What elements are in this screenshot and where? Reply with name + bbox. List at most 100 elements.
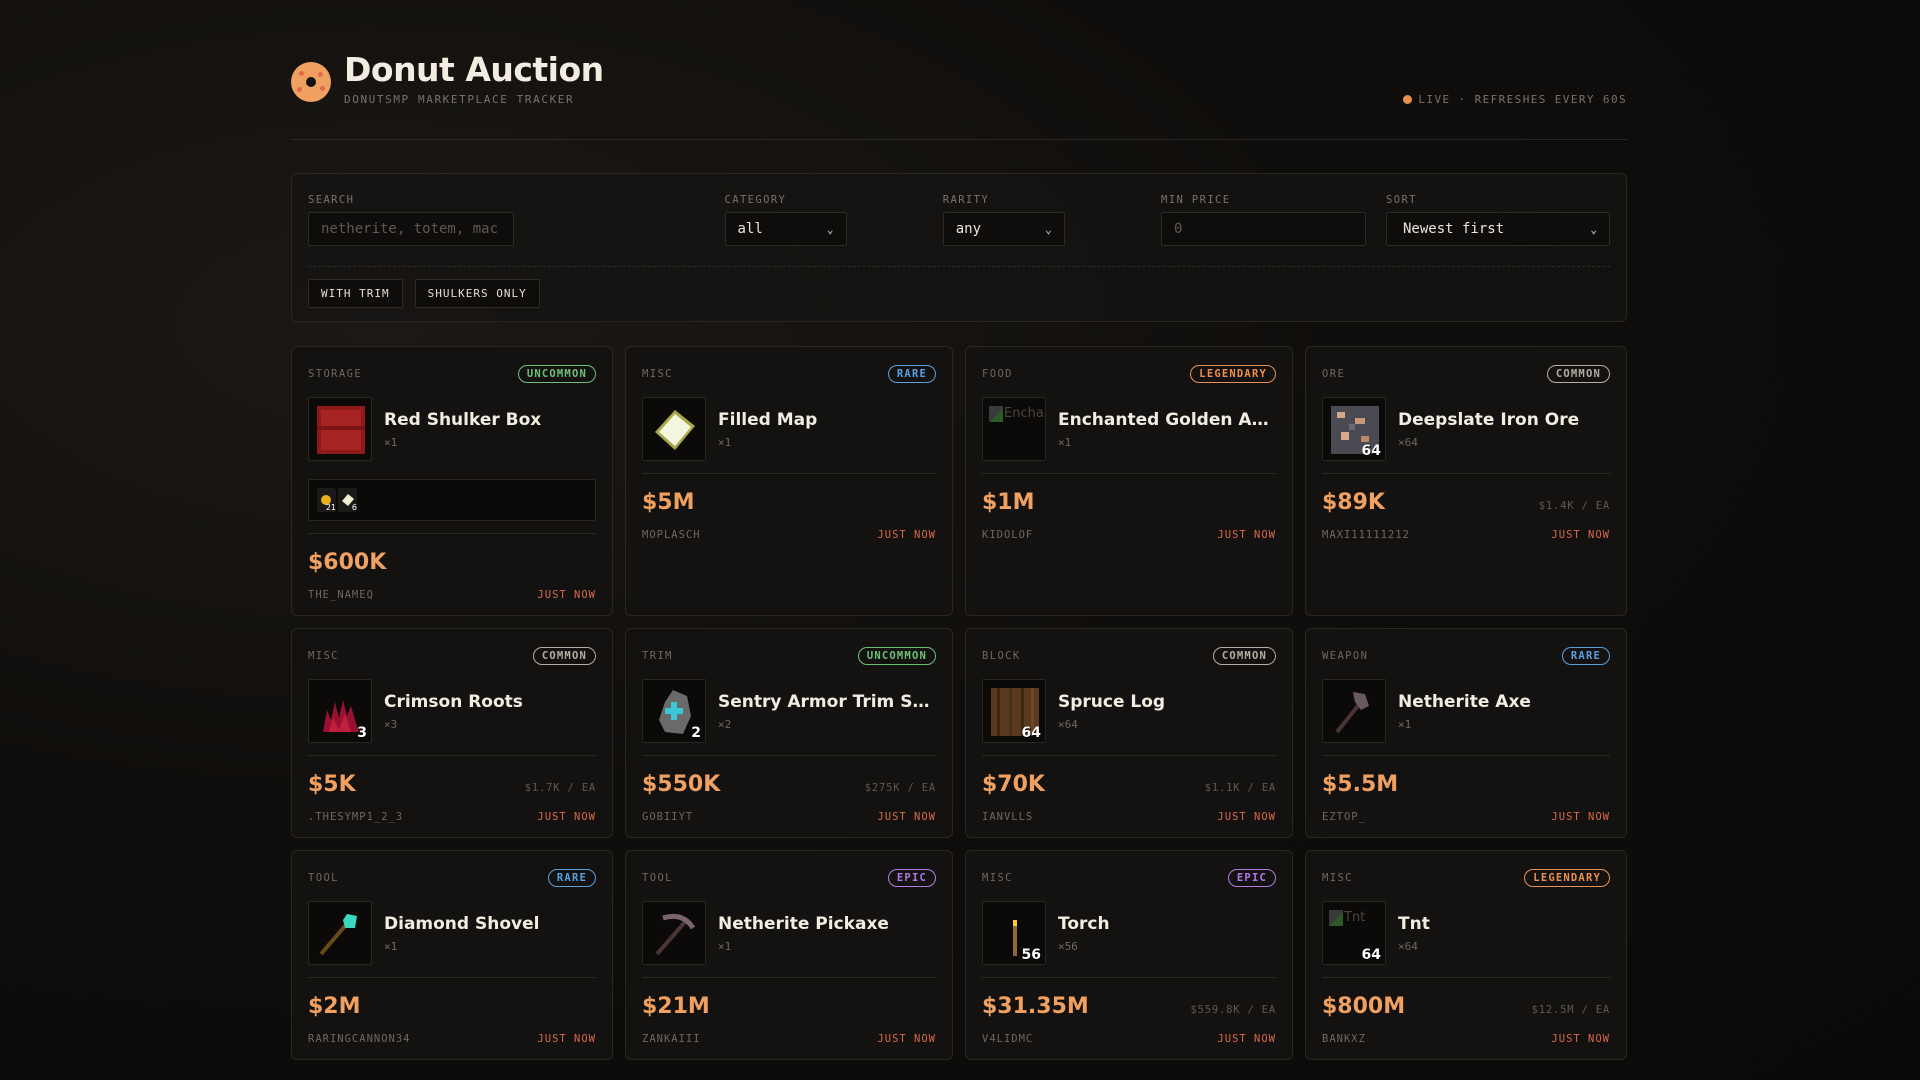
seller-name[interactable]: BANKXZ bbox=[1322, 1033, 1366, 1045]
listing-time: JUST NOW bbox=[537, 1033, 596, 1045]
rarity-field: RARITY any ⌄ bbox=[942, 190, 1141, 246]
rarity-badge: COMMON bbox=[1546, 365, 1610, 383]
category-value: all bbox=[737, 221, 763, 237]
search-input[interactable]: netherite, totem, mac bbox=[308, 212, 514, 246]
search-label: SEARCH bbox=[308, 194, 355, 206]
listing-card[interactable]: TOOL RARE Diamond Shovel ×1 $2M RARINGCA… bbox=[291, 850, 613, 1060]
rarity-badge: RARE bbox=[547, 869, 596, 887]
listing-time: JUST NOW bbox=[1217, 811, 1276, 823]
item-name: Netherite Pickaxe bbox=[718, 913, 889, 934]
rarity-value: any bbox=[955, 221, 982, 237]
divider bbox=[982, 473, 1276, 474]
divider bbox=[308, 755, 596, 756]
seller-name[interactable]: ZANKAIII bbox=[642, 1033, 701, 1045]
listing-price: $5.5M bbox=[1322, 772, 1399, 797]
listing-category: ORE bbox=[1322, 368, 1346, 380]
content-count: 21 bbox=[325, 503, 336, 512]
listing-card[interactable]: MISC LEGENDARY Tnt 64 Tnt ×64 $800M $12.5… bbox=[1305, 850, 1627, 1060]
seller-name[interactable]: KIDOLOF bbox=[982, 529, 1034, 541]
rarity-badge: EPIC bbox=[1227, 869, 1276, 887]
chevron-down-icon: ⌄ bbox=[826, 222, 834, 236]
shulkers-only-toggle[interactable]: SHULKERS ONLY bbox=[414, 279, 540, 308]
divider bbox=[642, 473, 936, 474]
listing-card[interactable]: FOOD LEGENDARY Enchanted Golden Apple En… bbox=[965, 346, 1293, 616]
listing-time: JUST NOW bbox=[1551, 1033, 1610, 1045]
listing-time: JUST NOW bbox=[877, 529, 936, 541]
listing-price: $31.35M bbox=[982, 994, 1089, 1019]
item-quantity: ×1 bbox=[384, 435, 398, 449]
item-quantity: ×64 bbox=[1058, 717, 1078, 731]
seller-name[interactable]: GOBIIYT bbox=[642, 811, 694, 823]
divider bbox=[308, 533, 596, 534]
listing-price: $5K bbox=[308, 772, 356, 797]
divider bbox=[308, 266, 1610, 267]
seller-name[interactable]: .THESYMP1_2_3 bbox=[308, 811, 404, 823]
listing-card[interactable]: ORE COMMON 64 Deepslate Iron Ore ×64 $89… bbox=[1305, 346, 1627, 616]
listing-price: $2M bbox=[308, 994, 361, 1019]
seller-name[interactable]: MAXI11111212 bbox=[1322, 529, 1410, 541]
live-dot-icon bbox=[1403, 95, 1413, 104]
seller-name[interactable]: V4LIDMC bbox=[982, 1033, 1034, 1045]
listing-time: JUST NOW bbox=[537, 811, 596, 823]
sort-select[interactable]: Newest first ⌄ bbox=[1386, 212, 1610, 246]
spruce-log-icon: 64 bbox=[982, 679, 1046, 743]
listing-card[interactable]: TRIM UNCOMMON 2 Sentry Armor Trim Sm... … bbox=[625, 628, 953, 838]
item-name: Sentry Armor Trim Sm... bbox=[718, 691, 936, 712]
listing-card[interactable]: MISC COMMON 3 Crimson Roots ×3 $5K $1.7K… bbox=[291, 628, 613, 838]
filled-map-icon bbox=[642, 397, 706, 461]
listing-category: MISC bbox=[1322, 872, 1353, 884]
item-quantity: ×2 bbox=[718, 717, 732, 731]
rarity-select[interactable]: any ⌄ bbox=[942, 212, 1065, 246]
listing-category: BLOCK bbox=[982, 650, 1021, 662]
seller-name[interactable]: THE_NAMEQ bbox=[308, 589, 374, 601]
seller-name[interactable]: MOPLASCH bbox=[642, 529, 701, 541]
listing-card[interactable]: TOOL EPIC Netherite Pickaxe ×1 $21M ZANK… bbox=[625, 850, 953, 1060]
category-select[interactable]: all ⌄ bbox=[724, 212, 847, 246]
sort-label: SORT bbox=[1386, 194, 1417, 206]
listing-card[interactable]: STORAGE UNCOMMON Red Shulker Box ×1 21 6 … bbox=[291, 346, 613, 616]
listing-card[interactable]: MISC EPIC 56 Torch ×56 $31.35M $559.8K /… bbox=[965, 850, 1293, 1060]
listing-time: JUST NOW bbox=[1551, 811, 1610, 823]
seller-name[interactable]: EZTOP_ bbox=[1322, 811, 1366, 823]
rarity-label: RARITY bbox=[942, 194, 990, 206]
item-quantity: ×1 bbox=[384, 939, 398, 953]
seller-name[interactable]: RARINGCANNON34 bbox=[308, 1033, 411, 1045]
chevron-down-icon: ⌄ bbox=[1590, 222, 1597, 236]
item-name: Tnt bbox=[1398, 913, 1430, 934]
item-quantity: ×64 bbox=[1398, 939, 1418, 953]
rarity-badge: UNCOMMON bbox=[857, 647, 936, 665]
listing-category: TRIM bbox=[642, 650, 673, 662]
min-price-input[interactable]: 0 bbox=[1161, 212, 1366, 246]
stack-count: 2 bbox=[691, 725, 701, 741]
listing-card[interactable]: WEAPON RARE Netherite Axe ×1 $5.5M EZTOP… bbox=[1305, 628, 1627, 838]
crimson-roots-icon: 3 bbox=[308, 679, 372, 743]
item-name: Red Shulker Box bbox=[384, 409, 542, 430]
listing-card[interactable]: MISC RARE Filled Map ×1 $5M MOPLASCH JUS… bbox=[625, 346, 953, 616]
listing-card[interactable]: BLOCK COMMON 64 Spruce Log ×64 $70K $1.1… bbox=[965, 628, 1293, 838]
item-name: Diamond Shovel bbox=[384, 913, 540, 934]
divider bbox=[642, 977, 936, 978]
divider bbox=[982, 977, 1276, 978]
min-price-field: MIN PRICE 0 bbox=[1161, 190, 1366, 246]
price-per-item: $559.8K / EA bbox=[1190, 1004, 1276, 1016]
stack-count: 64 bbox=[1361, 443, 1381, 459]
with-trim-toggle[interactable]: WITH TRIM bbox=[308, 279, 403, 308]
price-per-item: $1.7K / EA bbox=[524, 782, 596, 794]
rarity-badge: COMMON bbox=[532, 647, 596, 665]
listing-time: JUST NOW bbox=[1217, 1033, 1276, 1045]
item-quantity: ×64 bbox=[1398, 435, 1418, 449]
listing-price: $89K bbox=[1322, 490, 1385, 515]
price-per-item: $275K / EA bbox=[864, 782, 936, 794]
seller-name[interactable]: IANVLLS bbox=[982, 811, 1034, 823]
header: Donut Auction DONUTSMP MARKETPLACE TRACK… bbox=[291, 0, 1627, 140]
content-count: 6 bbox=[351, 503, 357, 512]
rarity-badge: EPIC bbox=[887, 869, 936, 887]
listing-time: JUST NOW bbox=[537, 589, 596, 601]
item-name: Torch bbox=[1058, 913, 1110, 934]
rarity-badge: RARE bbox=[887, 365, 936, 383]
price-per-item: $12.5M / EA bbox=[1531, 1004, 1610, 1016]
enchanted-golden-apple-icon: 21 bbox=[317, 488, 336, 512]
netherite-pickaxe-icon bbox=[642, 901, 706, 965]
divider bbox=[308, 977, 596, 978]
listing-category: MISC bbox=[308, 650, 339, 662]
